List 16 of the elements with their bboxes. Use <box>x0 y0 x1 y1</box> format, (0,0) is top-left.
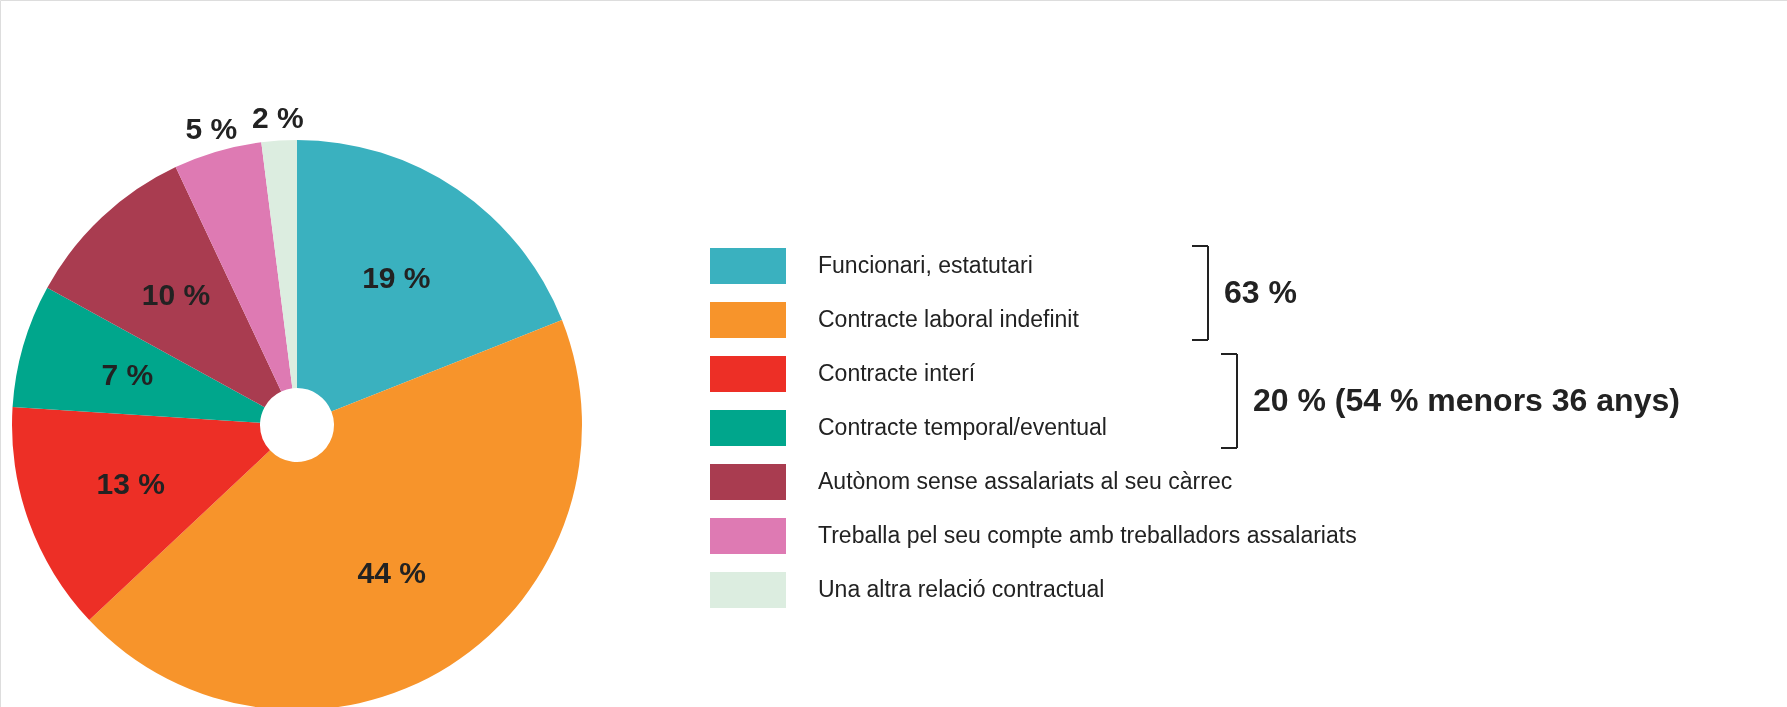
data-label: 7 % <box>101 357 154 391</box>
text: 20 % (54 % menors 36 anys) <box>1253 382 1680 418</box>
data-label: 44 % <box>357 556 426 590</box>
data-label: 13 % <box>96 466 165 500</box>
data-label: 5 % <box>185 112 238 146</box>
legend-label: Contracte temporal/eventual <box>818 414 1107 440</box>
legend-label: Contracte laboral indefinit <box>818 306 1080 332</box>
data-label: 10 % <box>141 278 211 312</box>
legend-label: Autònom sense assalariats al seu càrrec <box>818 468 1233 494</box>
legend-label: Una altra relació contractual <box>818 576 1105 602</box>
legend-label: Treballa pel seu compte amb treballadors assalariats <box>818 522 1357 548</box>
legend-label: Funcionari, estatutari <box>818 252 1033 278</box>
legend-label: Contracte interí <box>818 360 976 386</box>
data-label: 19 % <box>362 260 431 294</box>
text: 63 % <box>1224 274 1297 310</box>
data-label: 2 % <box>251 100 304 134</box>
